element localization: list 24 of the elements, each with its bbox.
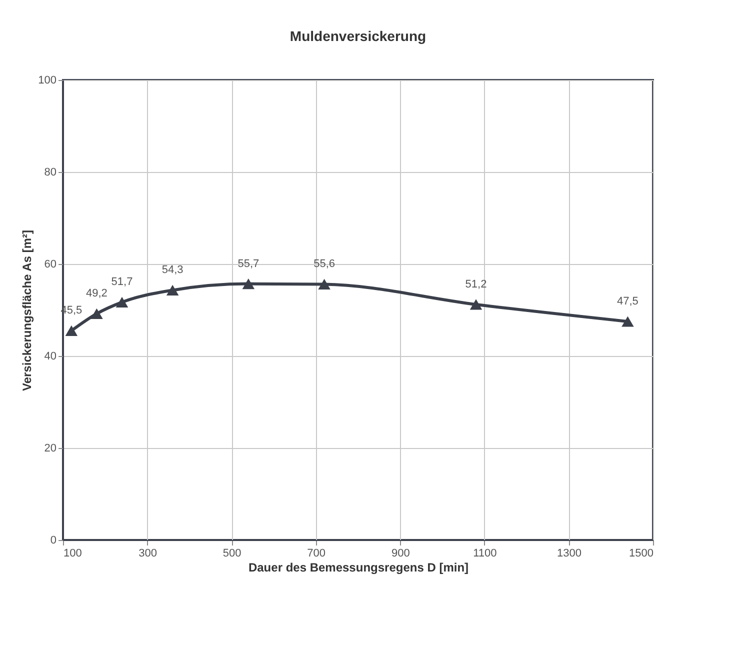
y-tick-label: 60 — [44, 258, 56, 270]
data-label: 54,3 — [162, 264, 184, 276]
y-tick-label: 20 — [44, 442, 56, 454]
x-tick-label: 1500 — [629, 548, 654, 560]
y-tick-label: 0 — [50, 534, 56, 546]
data-label: 49,2 — [86, 288, 108, 300]
y-tick-label: 100 — [38, 74, 56, 86]
data-label: 55,6 — [314, 258, 335, 270]
chart-title: Muldenversickerung — [290, 28, 426, 44]
data-label: 55,7 — [238, 258, 260, 270]
data-label: 51,7 — [111, 276, 133, 288]
x-tick-label: 100 — [64, 548, 82, 560]
x-tick-label: 300 — [138, 548, 157, 560]
x-tick-label: 1300 — [556, 548, 582, 560]
x-tick-label: 500 — [222, 548, 242, 560]
data-label: 47,5 — [617, 296, 638, 308]
x-tick-label: 1100 — [473, 548, 497, 560]
y-axis-title: Versickerungsfläche As [m²] — [20, 230, 34, 391]
x-tick-label: 900 — [391, 548, 410, 560]
x-tick-label: 700 — [307, 548, 326, 560]
y-tick-label: 80 — [44, 166, 56, 178]
y-tick-label: 40 — [44, 350, 56, 362]
data-label: 51,2 — [465, 278, 487, 290]
x-axis-title: Dauer des Bemessungsregens D [min] — [248, 560, 469, 574]
